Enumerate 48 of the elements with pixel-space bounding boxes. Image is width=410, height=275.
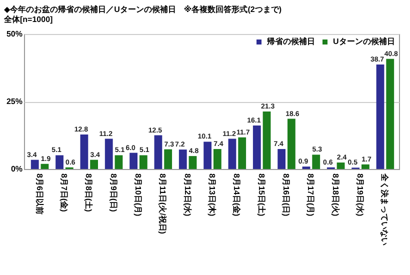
bar — [362, 164, 370, 169]
x-tick-label: 8月18日(火) — [330, 174, 340, 217]
bar — [336, 162, 345, 169]
x-tick-label: 8月13日(木) — [208, 174, 216, 217]
y-tick-label: 50% — [6, 30, 22, 38]
bar — [213, 149, 222, 169]
legend-label: 帰省の候補日 — [266, 37, 315, 46]
x-tick-label: 8月7日(金) — [59, 174, 68, 212]
bar — [376, 64, 384, 169]
x-tick-label: 8月19日(水) — [356, 174, 365, 217]
bar — [80, 134, 88, 169]
x-tick-label: 8月14日(金) — [232, 174, 242, 217]
x-tick-label: 8月6日以前 — [34, 174, 44, 214]
bar — [312, 154, 320, 169]
bar — [90, 160, 98, 169]
chart-title: ◆今年のお盆の帰省の候補日／Uターンの候補日 ※各複数回答形式(2つまで) — [4, 5, 282, 14]
x-tick-label: 8月8日(土) — [84, 174, 94, 212]
bar — [287, 118, 296, 169]
x-tick-label: 全く決まっていない — [380, 172, 390, 246]
bar — [178, 150, 187, 169]
bar — [278, 149, 286, 169]
bar — [154, 135, 162, 169]
x-tick-label: 8月15日(土) — [256, 174, 266, 217]
x-tick-label: 8月11日(火/祝日) — [158, 174, 168, 234]
bar — [188, 156, 197, 169]
bar — [104, 138, 113, 169]
chart-subtitle: 全体[n=1000] — [3, 15, 54, 24]
bar — [164, 149, 172, 169]
bar — [238, 137, 246, 169]
y-tick-label: 0% — [10, 164, 22, 174]
bar — [252, 126, 261, 169]
x-tick-label: 8月16日(日) — [282, 174, 291, 217]
bar — [228, 138, 236, 169]
bar — [40, 164, 49, 169]
bar — [130, 152, 138, 169]
x-tick-label: 8月12日(水) — [182, 174, 192, 217]
bar — [114, 155, 123, 169]
legend-label: Uターンの候補日 — [333, 37, 395, 46]
bar — [56, 155, 64, 169]
bar — [204, 142, 212, 169]
x-tick-label: 8月10日(月) — [133, 174, 142, 217]
x-tick-label: 8月17日(月) — [306, 174, 316, 217]
bar — [30, 160, 39, 169]
x-tick-label: 8月9日(日) — [108, 174, 118, 212]
y-tick-label: 25% — [6, 97, 22, 106]
bar — [386, 58, 394, 169]
bar — [262, 111, 271, 169]
bar — [139, 155, 148, 169]
